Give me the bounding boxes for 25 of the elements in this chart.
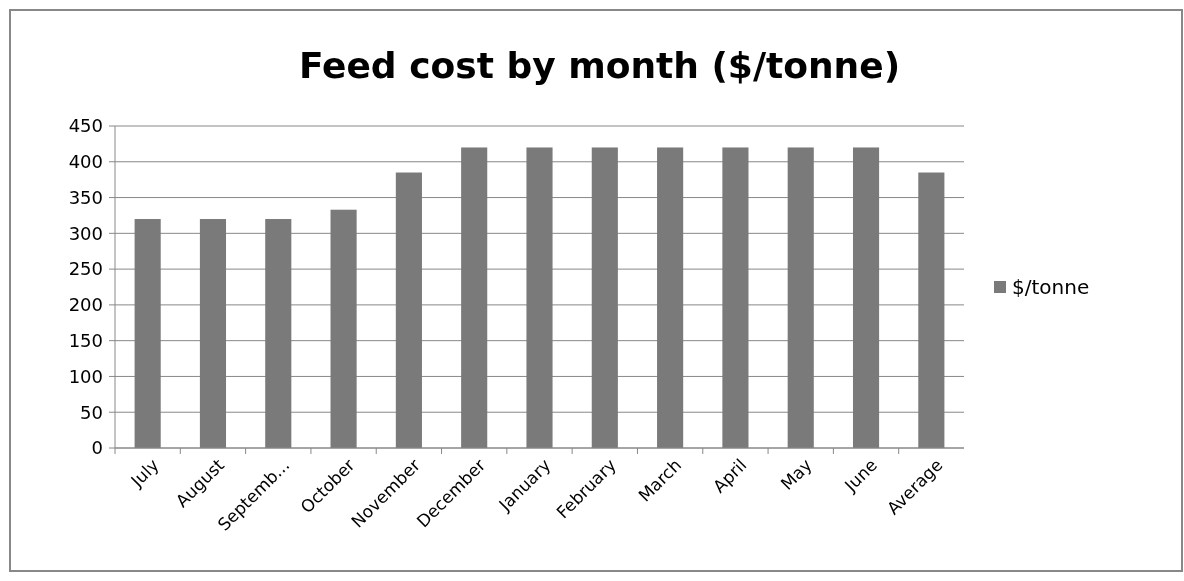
y-tick-label: 450 xyxy=(68,115,103,137)
bar xyxy=(591,147,618,448)
bar xyxy=(265,219,292,448)
y-tick-label: 200 xyxy=(68,294,103,316)
bar xyxy=(134,219,161,448)
legend-label: $/tonne xyxy=(1012,275,1090,299)
y-tick-label: 400 xyxy=(68,151,103,173)
bar xyxy=(199,219,227,448)
bar xyxy=(330,209,357,448)
bar xyxy=(722,147,749,448)
bar xyxy=(918,172,945,448)
y-tick-label: 250 xyxy=(68,258,103,280)
y-tick-label: 0 xyxy=(91,437,103,459)
bar xyxy=(787,147,814,448)
y-tick-label: 150 xyxy=(68,329,103,351)
y-tick-label: 50 xyxy=(80,401,103,423)
bar xyxy=(461,147,488,448)
bar xyxy=(852,147,880,448)
bar xyxy=(395,172,422,448)
y-tick-label: 100 xyxy=(68,365,103,387)
y-tick-label: 300 xyxy=(68,222,103,244)
bar xyxy=(657,147,684,448)
bar xyxy=(526,147,553,448)
chart-title: Feed cost by month ($/tonne) xyxy=(298,45,901,86)
y-tick-label: 350 xyxy=(68,186,103,208)
